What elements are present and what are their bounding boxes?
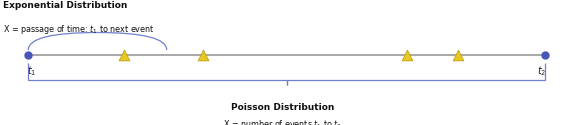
Point xyxy=(402,54,411,56)
Point xyxy=(453,54,462,56)
Point xyxy=(120,54,129,56)
Text: $t_2$: $t_2$ xyxy=(537,64,546,78)
Text: Exponential Distribution: Exponential Distribution xyxy=(3,1,127,10)
Point xyxy=(199,54,208,56)
Text: Poisson Distribution: Poisson Distribution xyxy=(231,102,334,112)
Text: $t_1$: $t_1$ xyxy=(27,64,37,78)
Text: X = number of events $t_1$ to $t_2$: X = number of events $t_1$ to $t_2$ xyxy=(223,119,342,125)
Text: X = passage of time: $t_1$ to next event: X = passage of time: $t_1$ to next event xyxy=(3,22,155,36)
